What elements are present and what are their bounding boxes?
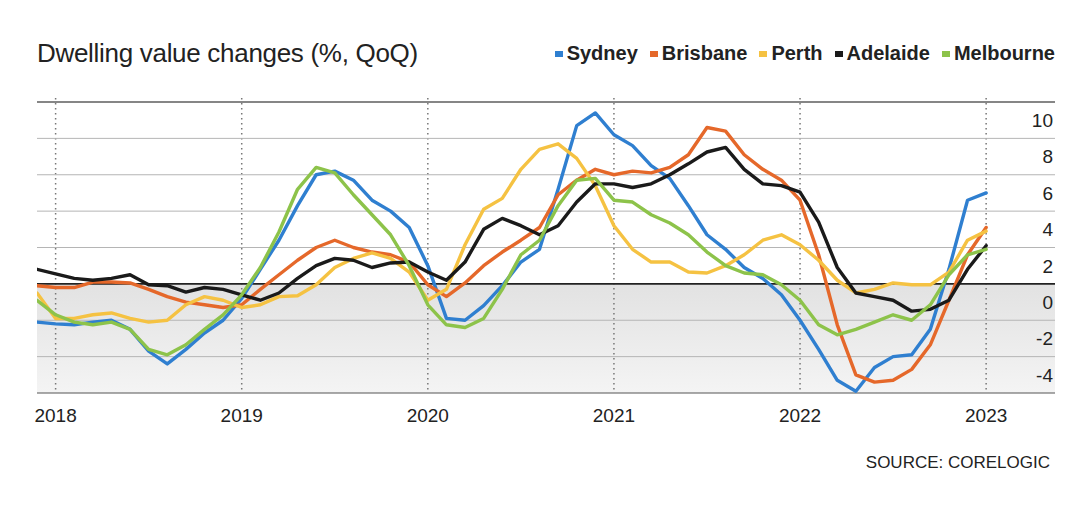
legend-label: Perth xyxy=(771,42,822,65)
x-tick-label: 2019 xyxy=(221,405,263,426)
series-group xyxy=(37,113,986,391)
legend-label: Melbourne xyxy=(954,42,1055,65)
legend-label: Brisbane xyxy=(662,42,748,65)
source: SOURCE: CORELOGIC xyxy=(866,453,1050,472)
legend-swatch xyxy=(555,51,563,57)
legend-entry: Perth xyxy=(759,42,822,65)
x-gridline xyxy=(427,98,429,393)
y-gridline xyxy=(37,174,1055,175)
legend-entry: Melbourne xyxy=(942,42,1055,65)
legend-entry: Brisbane xyxy=(650,42,748,65)
legend-swatch xyxy=(835,51,843,57)
series-line xyxy=(37,144,986,322)
y-gridline xyxy=(37,320,1055,321)
y-tick-label: 8 xyxy=(1042,146,1053,167)
chart: 2018 2019 2020 2021 2022 2023 -4 -2 0 2 4 6 8 10 SOURC… xyxy=(0,0,1080,512)
y-tick-label: 4 xyxy=(1042,219,1053,240)
y-tick-label: 6 xyxy=(1042,183,1053,204)
y-gridline xyxy=(37,138,1055,139)
y-range-bottom xyxy=(37,392,1055,393)
legend-swatch xyxy=(942,51,950,57)
legend-entry: Adelaide xyxy=(835,42,930,65)
x-tick-label: 2022 xyxy=(779,405,821,426)
x-gridline xyxy=(241,98,243,393)
y-tick-label: -2 xyxy=(1036,328,1053,349)
x-gridline xyxy=(613,98,615,393)
x-tick-label: 2023 xyxy=(965,405,1007,426)
series-line xyxy=(37,127,986,382)
y-range-top xyxy=(37,101,1055,102)
x-tick-label: 2020 xyxy=(407,405,449,426)
y-tick-label: -4 xyxy=(1036,365,1053,386)
y-tick-label: 0 xyxy=(1042,292,1053,313)
y-tick-label: 2 xyxy=(1042,256,1053,277)
y-gridline xyxy=(37,102,1055,103)
series-line xyxy=(37,167,986,354)
y-tick-label: 10 xyxy=(1032,110,1053,131)
legend-label: Adelaide xyxy=(847,42,930,65)
legend-swatch xyxy=(650,51,658,57)
series-line xyxy=(37,113,986,391)
y-gridline xyxy=(37,247,1055,248)
series-line xyxy=(37,147,986,311)
x-tick-label: 2018 xyxy=(34,405,76,426)
header: Dwelling value changes (%, QoQ) Sydney Br… xyxy=(37,38,1055,69)
legend: Sydney Brisbane Perth Adelaide Melbourne xyxy=(555,42,1055,65)
legend-swatch xyxy=(759,51,767,57)
x-tick-label: 2021 xyxy=(593,405,635,426)
legend-entry: Sydney xyxy=(555,42,638,65)
legend-label: Sydney xyxy=(567,42,638,65)
y-gridline xyxy=(37,211,1055,212)
x-gridline xyxy=(55,98,57,393)
title: Dwelling value changes (%, QoQ) xyxy=(37,38,418,69)
